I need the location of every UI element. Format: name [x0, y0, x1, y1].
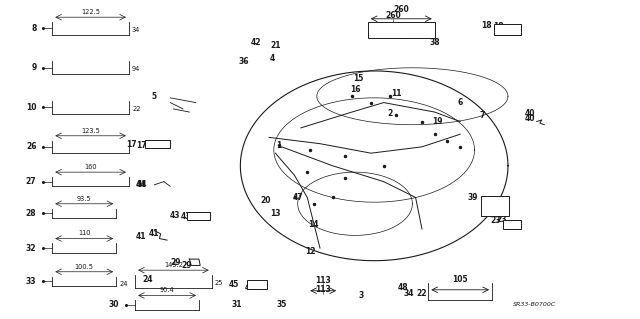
Bar [246, 280, 267, 289]
Text: 47: 47 [292, 193, 303, 202]
Text: 24: 24 [119, 281, 128, 287]
Text: 145.2: 145.2 [164, 262, 183, 268]
Text: 8: 8 [31, 24, 36, 33]
Text: 44: 44 [136, 180, 147, 189]
Text: 4: 4 [269, 54, 275, 63]
Text: 11: 11 [391, 89, 402, 98]
Text: 16: 16 [350, 85, 360, 94]
Text: 28: 28 [26, 209, 36, 218]
Text: 46: 46 [394, 32, 405, 41]
Text: 12: 12 [305, 247, 316, 256]
Text: 15: 15 [353, 74, 364, 83]
Text: 45: 45 [228, 280, 239, 289]
Text: 24: 24 [143, 275, 153, 284]
Text: 93.5: 93.5 [77, 196, 92, 202]
Text: 14: 14 [308, 220, 319, 229]
Text: 100.5: 100.5 [75, 263, 93, 270]
Text: 9: 9 [31, 63, 36, 72]
Text: 122.5: 122.5 [81, 9, 100, 15]
Text: 32: 32 [26, 243, 36, 253]
Text: 39: 39 [468, 193, 478, 202]
Text: 33: 33 [26, 277, 36, 286]
Text: 31: 31 [232, 300, 243, 309]
Text: 21: 21 [270, 41, 281, 50]
Text: 48: 48 [397, 283, 408, 292]
Text: 38: 38 [429, 38, 440, 47]
Text: 19: 19 [433, 117, 443, 126]
Text: 30: 30 [109, 300, 119, 309]
Text: 113: 113 [316, 285, 331, 294]
Text: 6: 6 [458, 98, 463, 107]
Text: 23: 23 [490, 216, 501, 225]
Text: 5: 5 [152, 92, 157, 101]
Text: 29: 29 [181, 261, 191, 270]
FancyBboxPatch shape [368, 22, 435, 38]
Text: 90.4: 90.4 [160, 287, 175, 293]
Bar [494, 25, 521, 34]
Text: 160: 160 [84, 164, 97, 170]
Text: 17: 17 [136, 141, 147, 150]
Text: 105: 105 [452, 275, 468, 284]
Text: 123.5: 123.5 [81, 128, 100, 134]
Text: 44: 44 [136, 180, 147, 189]
Text: 36: 36 [238, 57, 249, 66]
Text: 17: 17 [127, 139, 137, 149]
Text: 18: 18 [481, 21, 492, 30]
Text: 43: 43 [181, 212, 191, 221]
Text: 1: 1 [276, 141, 281, 150]
Bar [503, 219, 521, 229]
Bar [481, 196, 509, 216]
Text: 39: 39 [481, 196, 491, 205]
Text: 18: 18 [493, 22, 504, 31]
Text: 13: 13 [270, 209, 281, 218]
Text: 41: 41 [136, 232, 147, 241]
Text: 29: 29 [171, 258, 181, 267]
Text: 40: 40 [525, 109, 536, 118]
Text: 3: 3 [359, 291, 364, 300]
Text: 40: 40 [525, 114, 536, 123]
Bar [145, 140, 170, 148]
Text: 110: 110 [78, 230, 90, 236]
Text: 22: 22 [417, 289, 428, 298]
Text: 45: 45 [244, 283, 255, 292]
Text: 34: 34 [132, 27, 140, 33]
Text: 43: 43 [170, 211, 180, 220]
Text: 34: 34 [404, 289, 415, 298]
Text: 41: 41 [149, 229, 159, 238]
Text: 260: 260 [385, 11, 401, 20]
Text: 35: 35 [276, 300, 287, 309]
Text: 113: 113 [316, 276, 331, 285]
Text: 10: 10 [26, 103, 36, 112]
Text: 25: 25 [215, 280, 223, 286]
Text: 2: 2 [387, 109, 393, 118]
Bar [188, 212, 210, 219]
Text: SR33-B0700C: SR33-B0700C [513, 302, 556, 308]
Text: 260: 260 [394, 5, 409, 14]
Text: 42: 42 [251, 38, 262, 47]
Text: 7: 7 [480, 111, 485, 120]
Text: 27: 27 [26, 177, 36, 186]
Text: 23: 23 [497, 215, 507, 224]
Text: 22: 22 [132, 106, 141, 112]
Text: 20: 20 [260, 196, 271, 205]
Text: 94: 94 [132, 66, 140, 72]
Text: 26: 26 [26, 142, 36, 151]
